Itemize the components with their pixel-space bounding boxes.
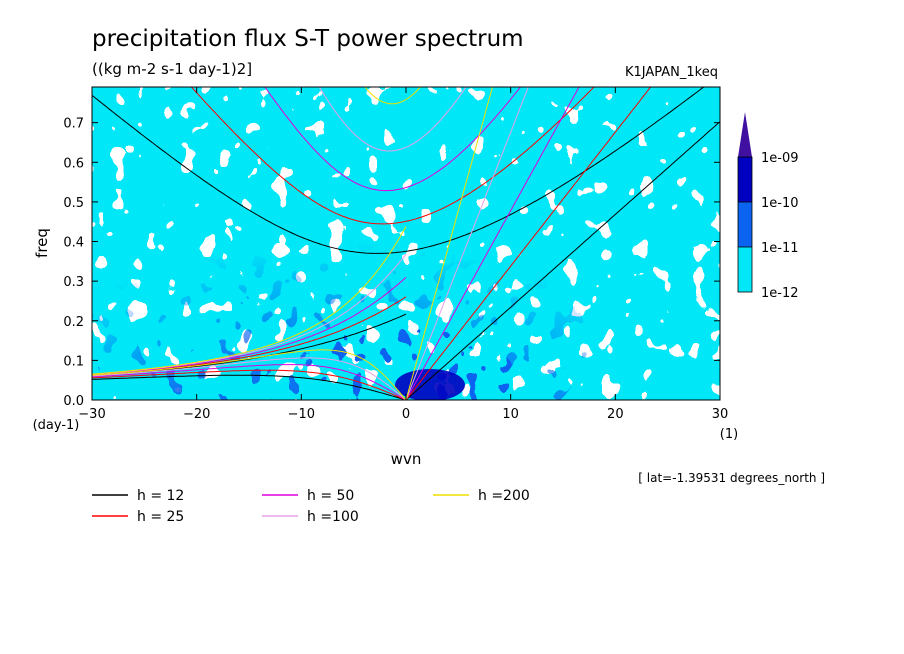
rossby-curve-h25 xyxy=(92,369,407,400)
colorbar-overflow-triangle xyxy=(738,112,752,157)
legend-label-h25: h = 25 xyxy=(137,509,184,525)
y-tick-label: 0.0 xyxy=(63,394,84,409)
x-axis: −30 −20 −10 0 10 20 30 xyxy=(78,87,728,422)
y-tick-label: 0.2 xyxy=(63,315,84,330)
y-tick-label: 0.4 xyxy=(63,236,84,251)
ig-curve-h200 xyxy=(364,87,422,105)
kelvin-curve-h100 xyxy=(405,87,529,400)
kelvin-curve-h50 xyxy=(405,87,580,400)
y-tick-label: 0.5 xyxy=(63,196,84,211)
y-axis-unit: (day-1) xyxy=(33,418,80,433)
y-tick-label: 0.6 xyxy=(63,156,84,171)
x-tick-label: 10 xyxy=(502,407,519,422)
y-tick-label: 0.1 xyxy=(63,354,84,369)
colorbar-band-1e-10 xyxy=(738,157,752,202)
legend-label-h100: h =100 xyxy=(307,509,359,525)
x-axis-label: wvn xyxy=(391,450,422,468)
colorbar-label-1e-09: 1e-09 xyxy=(761,151,799,166)
shade-1e-11 xyxy=(92,180,590,400)
legend-label-h50: h = 50 xyxy=(307,488,354,504)
colorbar-label-1e-10: 1e-10 xyxy=(761,196,799,211)
ig-curve-h12 xyxy=(92,87,705,254)
y-tick-label: 0.7 xyxy=(63,117,84,132)
rossby-curve-h12 xyxy=(92,374,407,400)
y-axis: 0.0 0.1 0.2 0.3 0.4 0.5 0.6 0.7 xyxy=(63,117,720,409)
colorbar-band-1e-12 xyxy=(738,247,752,292)
colorbar-label-1e-12: 1e-12 xyxy=(761,286,799,301)
x-axis-unit: (1) xyxy=(720,427,738,442)
chart-title: precipitation flux S-T power spectrum xyxy=(92,26,524,52)
rossby-curve-h50 xyxy=(92,364,407,400)
colorbar-band-1e-11 xyxy=(738,202,752,247)
chart-units: ((kg m-2 s-1 day-1)2] xyxy=(92,60,252,78)
x-tick-label: −10 xyxy=(288,407,315,422)
legend-label-h12: h = 12 xyxy=(137,488,184,504)
legend-label-h200: h =200 xyxy=(478,488,530,504)
x-tick-label: −20 xyxy=(183,407,210,422)
dataset-label: K1JAPAN_1keq xyxy=(625,65,718,80)
latitude-note: [ lat=-1.39531 degrees_north ] xyxy=(638,471,825,485)
x-tick-label: 30 xyxy=(712,407,729,422)
ig-curve-h100 xyxy=(318,87,467,152)
kelvin-curve-h200 xyxy=(405,87,493,400)
x-tick-label: 0 xyxy=(402,407,410,422)
colorbar-label-1e-11: 1e-11 xyxy=(761,241,799,256)
y-tick-label: 0.3 xyxy=(63,275,84,290)
x-tick-label: −30 xyxy=(78,407,105,422)
kelvin-curve-h25 xyxy=(405,87,652,400)
kelvin-curve-h12 xyxy=(405,121,720,400)
y-axis-label: freq xyxy=(33,228,51,258)
spectrum-plot-area xyxy=(92,87,720,400)
ig-curve-h50 xyxy=(264,87,522,192)
rossby-curve-h100 xyxy=(92,357,407,400)
mrg-curve-h200 xyxy=(92,226,407,375)
x-tick-label: 20 xyxy=(607,407,624,422)
colorbar: 1e-09 1e-10 1e-11 1e-12 xyxy=(737,112,799,301)
dispersion-curves xyxy=(92,87,720,400)
rossby-curve-h200 xyxy=(92,349,407,400)
legend: h = 12 h = 25 h = 50 h =100 h =200 xyxy=(92,488,530,525)
